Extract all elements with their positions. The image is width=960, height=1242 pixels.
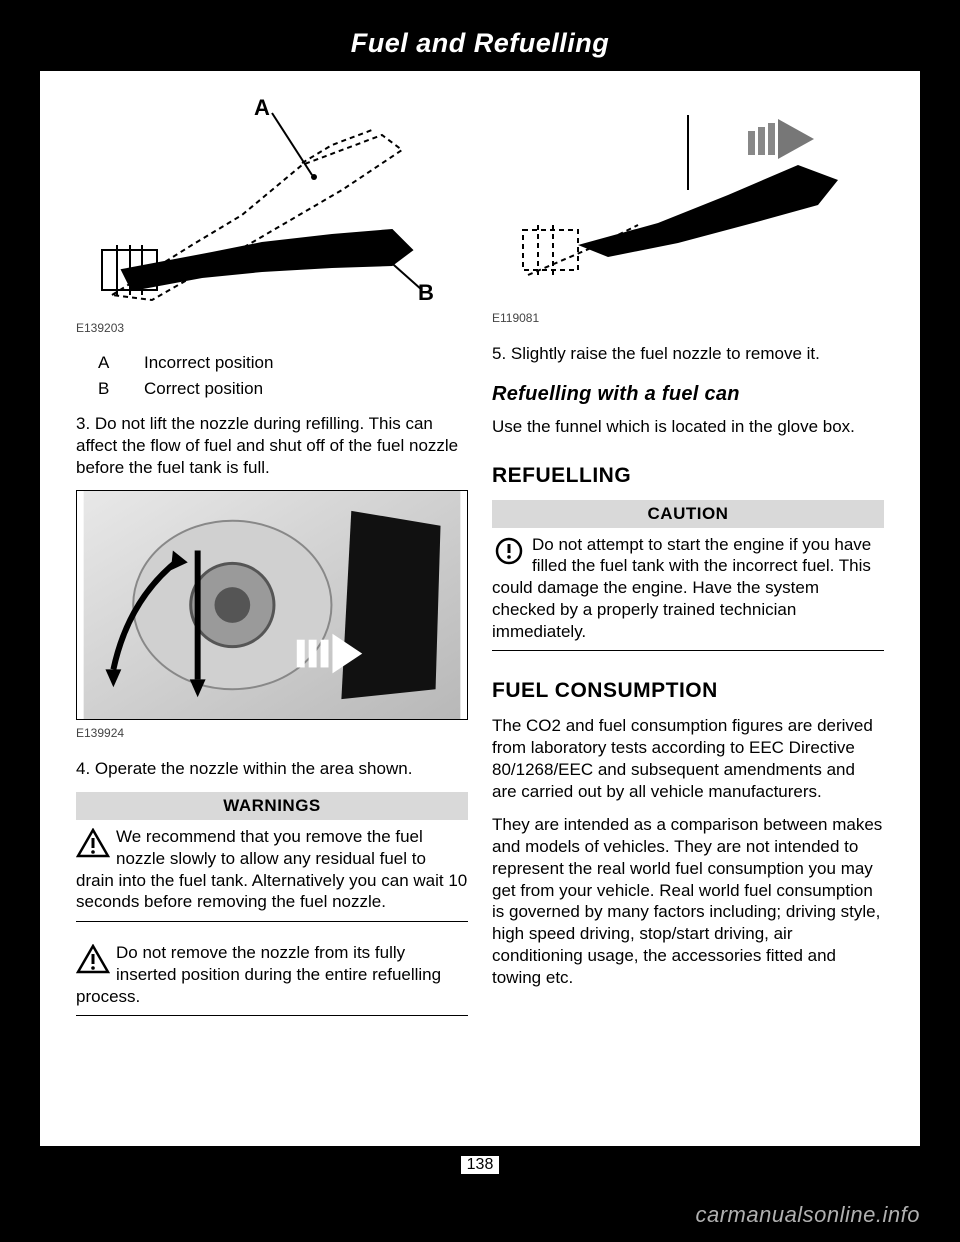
page-number-container: 138 [0,1156,960,1174]
legend-key-b: B [98,379,116,399]
warning-triangle-icon [76,944,110,974]
legend-row-a: A Incorrect position [98,353,468,373]
fuel-can-text: Use the funnel which is located in the g… [492,416,884,438]
section-refuelling: REFUELLING [492,464,884,488]
figure-fuel-door: E139924 [76,490,468,752]
step-4-text: 4. Operate the nozzle within the area sh… [76,758,468,780]
figure-remove-nozzle-image [492,95,884,305]
caution-body: Do not attempt to start the engine if yo… [492,528,884,652]
warning-1-text: We recommend that you remove the fuel no… [76,827,467,911]
legend-val-a: Incorrect position [144,353,273,373]
legend-row-b: B Correct position [98,379,468,399]
page-number: 138 [461,1156,500,1174]
figure-id-2: E139924 [76,726,468,740]
figure-nozzle-positions-image: A B [76,95,468,315]
warning-1: We recommend that you remove the fuel no… [76,820,468,922]
section-fuel-consumption: FUEL CONSUMPTION [492,679,884,703]
figure-fuel-door-image [76,490,468,720]
figure-id-3: E119081 [492,311,884,325]
left-column: A B E139203 A Incorrect position B Corre… [76,95,468,1146]
legend-val-b: Correct position [144,379,263,399]
caution-text: Do not attempt to start the engine if yo… [492,535,871,641]
figure-nozzle-positions: A B E139203 [76,95,468,347]
subheading-fuel-can: Refuelling with a fuel can [492,383,884,406]
warning-2: Do not remove the nozzle from its fully … [76,936,468,1016]
step-5-text: 5. Slightly raise the fuel nozzle to rem… [492,343,884,365]
page-header: Fuel and Refuelling [0,0,960,71]
step-3-text: 3. Do not lift the nozzle during refilli… [76,413,468,478]
legend-key-a: A [98,353,116,373]
footer-watermark: carmanualsonline.info [695,1202,920,1228]
page-body: A B E139203 A Incorrect position B Corre… [40,71,920,1146]
figure-remove-nozzle: E119081 [492,95,884,337]
warnings-title: WARNINGS [76,792,468,820]
warning-2-text: Do not remove the nozzle from its fully … [76,943,441,1006]
callout-a: A [254,95,270,121]
figure-id-1: E139203 [76,321,468,335]
fuel-consumption-p1: The CO2 and fuel consumption figures are… [492,715,884,802]
warning-triangle-icon [76,828,110,858]
caution-circle-icon [492,536,526,566]
caution-title: CAUTION [492,500,884,528]
callout-b: B [418,280,434,306]
right-column: E119081 5. Slightly raise the fuel nozzl… [492,95,884,1146]
page-title: Fuel and Refuelling [351,28,610,58]
fuel-consumption-p2: They are intended as a comparison betwee… [492,814,884,988]
